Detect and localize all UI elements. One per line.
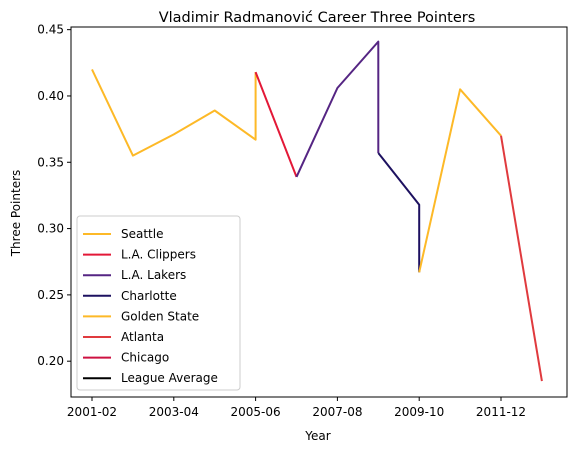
series-line-5 <box>501 136 542 381</box>
y-axis: 0.20 0.25 0.30 0.35 0.40 0.45 <box>37 23 71 369</box>
chart-title: Vladimir Radmanović Career Three Pointer… <box>159 10 476 26</box>
y-tick-label: 0.30 <box>37 222 64 236</box>
x-tick-label: 2001-02 <box>67 405 117 419</box>
x-tick-label: 2009-10 <box>394 405 444 419</box>
series-line-4 <box>419 89 501 272</box>
x-tick-label: 2011-12 <box>476 405 526 419</box>
y-tick-label: 0.20 <box>37 354 64 368</box>
x-tick-label: 2005-06 <box>231 405 281 419</box>
y-axis-title: Three Pointers <box>9 170 23 258</box>
legend: Seattle L.A. Clippers L.A. Lakers Charlotte… <box>77 216 240 390</box>
series-line-3 <box>378 153 419 272</box>
legend-label: L.A. Lakers <box>121 268 186 282</box>
legend-label: L.A. Clippers <box>121 248 196 262</box>
x-tick-label: 2007-08 <box>312 405 362 419</box>
series-line-0 <box>92 69 256 155</box>
legend-label: Seattle <box>121 227 163 241</box>
x-axis: 2001-02 2003-04 2005-06 2007-08 2009-10 2011-… <box>67 397 526 419</box>
legend-label: Charlotte <box>121 289 177 303</box>
y-tick-label: 0.25 <box>37 288 64 302</box>
legend-label: Chicago <box>121 351 169 365</box>
series-line-2 <box>297 42 379 177</box>
legend-label: Golden State <box>121 309 199 323</box>
x-tick-label: 2003-04 <box>149 405 199 419</box>
legend-label: Atlanta <box>121 330 164 344</box>
legend-label: League Average <box>121 371 218 385</box>
series-line-1 <box>256 72 297 177</box>
x-axis-title: Year <box>304 429 330 443</box>
y-tick-label: 0.45 <box>37 23 64 37</box>
y-tick-label: 0.35 <box>37 155 64 169</box>
y-tick-label: 0.40 <box>37 89 64 103</box>
